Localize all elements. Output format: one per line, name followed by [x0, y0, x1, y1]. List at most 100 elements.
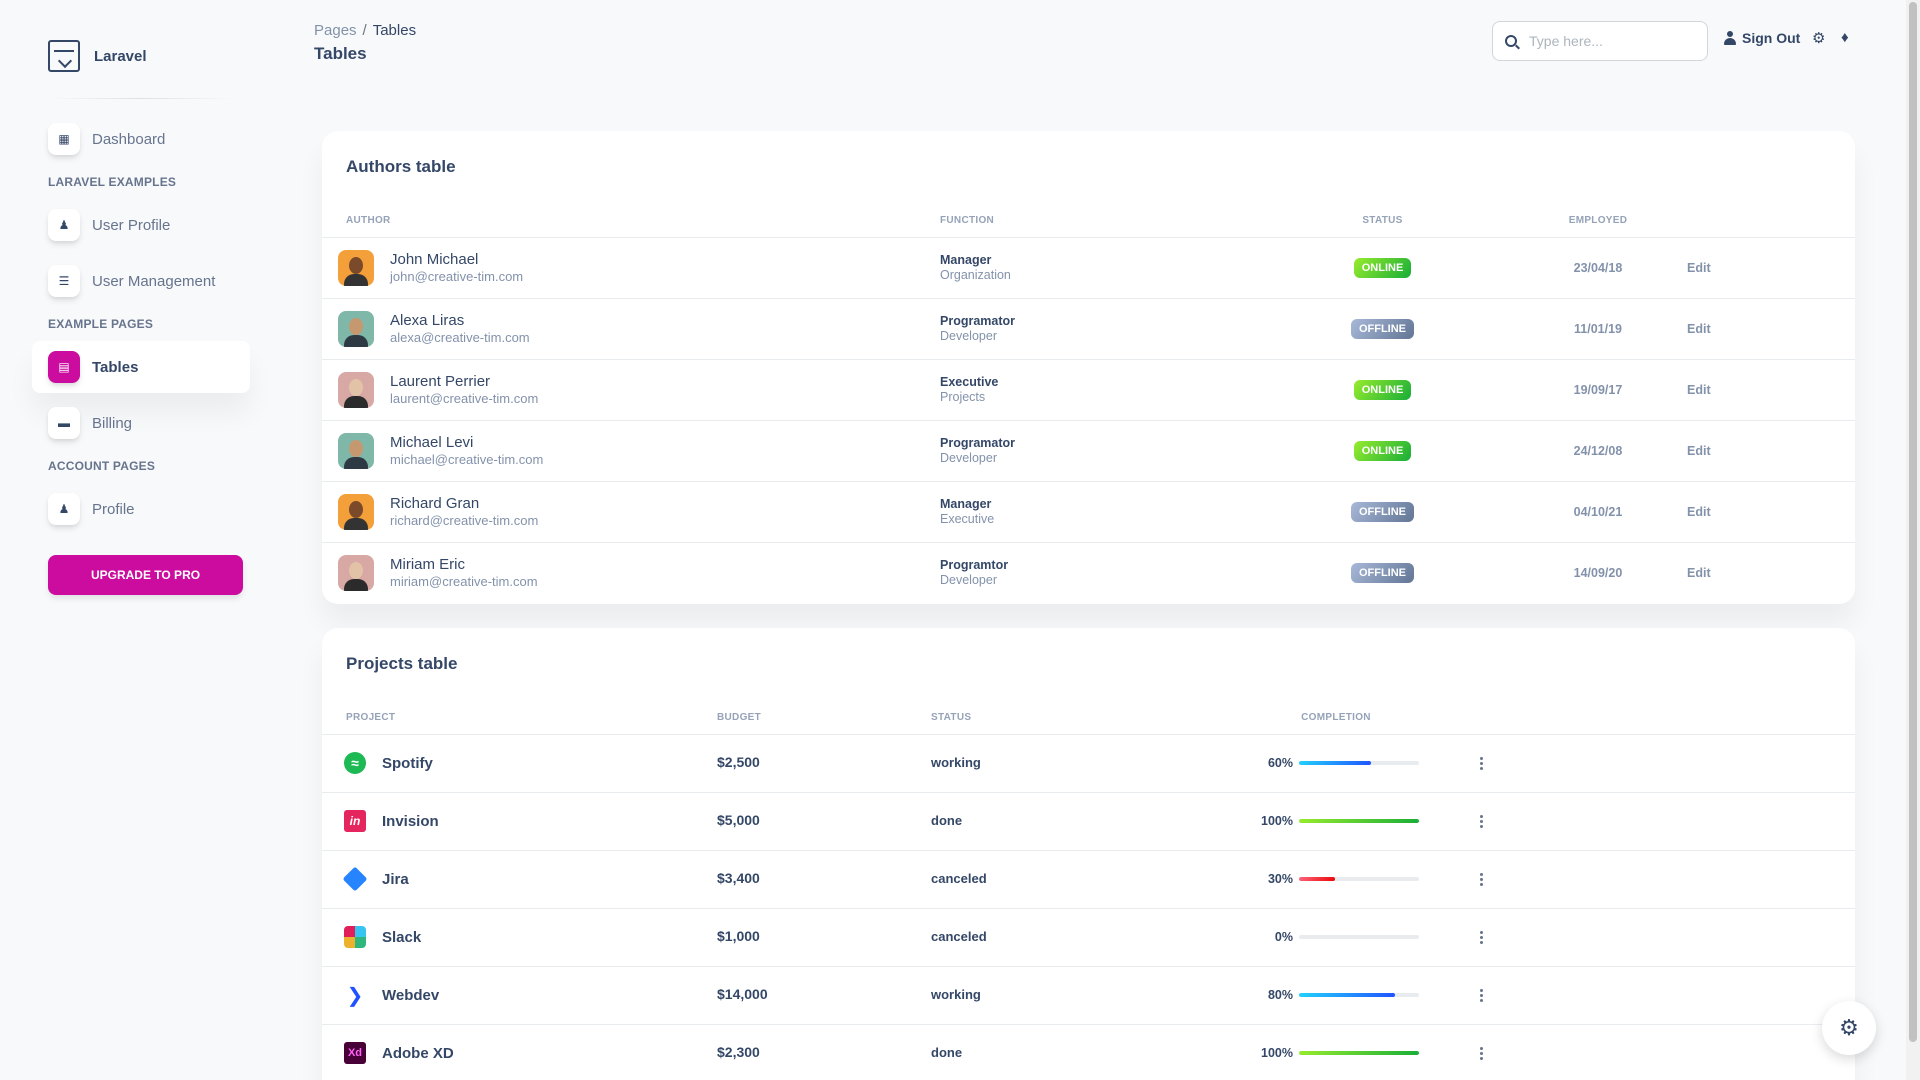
column-header: Author	[322, 205, 940, 238]
sidebar-item-tables[interactable]: ▤ Tables	[32, 341, 250, 393]
project-budget: $2,500	[717, 754, 760, 770]
brand[interactable]: Laravel	[32, 22, 250, 90]
author-email: richard@creative-tim.com	[390, 513, 539, 528]
project-budget: $5,000	[717, 812, 760, 828]
scrollbar[interactable]	[1906, 0, 1920, 1080]
table-row: in Invision $5,000 done 100%	[322, 792, 1855, 851]
project-budget: $1,000	[717, 928, 760, 944]
table-row: ≈ Spotify $2,500 working 60%	[322, 734, 1855, 793]
table-row: Richard Gran richard@creative-tim.com Man…	[322, 481, 1855, 543]
author-email: miriam@creative-tim.com	[390, 574, 538, 590]
author-role: Executive	[940, 375, 999, 389]
column-header: Employed	[1509, 205, 1687, 238]
bell-icon[interactable]: ♦	[1841, 29, 1849, 46]
settings-gear-icon[interactable]: ⚙	[1822, 1001, 1876, 1055]
search-box[interactable]	[1492, 21, 1708, 61]
section-heading: Example Pages	[48, 317, 154, 331]
author-role: Programator	[940, 314, 1016, 328]
projects-table-title: Projects table	[346, 654, 458, 673]
progress-bar	[1299, 1051, 1419, 1056]
sidebar-item-user-profile[interactable]: ♟ User Profile	[32, 199, 250, 251]
table-row: Michael Levi michael@creative-tim.com Pro…	[322, 420, 1855, 482]
author-role: Programtor	[940, 558, 1009, 573]
sidebar-item-billing[interactable]: ▬ Billing	[32, 397, 250, 449]
edit-link[interactable]: Edit	[1687, 504, 1711, 519]
sign-out-link[interactable]: Sign Out	[1724, 30, 1800, 46]
page-title: Tables	[314, 44, 367, 63]
author-role: Manager	[940, 497, 992, 511]
column-header: Status	[931, 702, 1193, 735]
table-row: ❯ Webdev $14,000 working 80%	[322, 966, 1855, 1025]
project-name: Adobe XD	[382, 1044, 454, 1062]
author-dept: Organization	[940, 268, 1011, 282]
author-email: john@creative-tim.com	[390, 269, 524, 284]
projects-table-card: Projects table Project Budget Status Com…	[322, 628, 1855, 1080]
employed-date: 11/01/19	[1574, 321, 1622, 336]
section-heading: Laravel Examples	[48, 175, 177, 189]
webdev-logo-icon: ❯	[346, 984, 364, 1007]
authors-table: Author Function Status Employed John Mic…	[322, 205, 1855, 603]
project-name: Webdev	[382, 986, 440, 1004]
user-icon: ♟	[48, 209, 80, 241]
user-icon	[1724, 31, 1736, 45]
completion-percent: 80%	[1267, 988, 1293, 1002]
breadcrumb-link-pages[interactable]: Pages	[314, 22, 357, 39]
progress-bar	[1299, 935, 1419, 939]
adobe-xd-logo-icon: Xd	[344, 1042, 366, 1065]
section-heading: Account Pages	[48, 459, 156, 473]
column-header-actions	[1687, 205, 1855, 238]
jira-logo-icon	[342, 866, 368, 892]
brand-name: Laravel	[94, 47, 147, 65]
author-name: Michael Levi	[390, 434, 474, 451]
progress-bar	[1299, 877, 1419, 881]
project-status: working	[931, 755, 981, 770]
progress-bar	[1299, 993, 1419, 997]
project-status: working	[931, 987, 981, 1002]
author-role: Programator	[940, 436, 1016, 450]
gear-icon[interactable]: ⚙	[1812, 30, 1826, 47]
avatar	[338, 432, 374, 469]
scrollbar-thumb[interactable]	[1909, 2, 1917, 1042]
more-options-icon[interactable]	[1479, 988, 1483, 1002]
status-badge: Online	[1353, 440, 1412, 461]
edit-link[interactable]: Edit	[1687, 321, 1711, 336]
more-options-icon[interactable]	[1479, 930, 1483, 944]
sidebar-item-label: User Management	[92, 272, 216, 290]
table-row: John Michael john@creative-tim.com Manage…	[322, 237, 1855, 299]
table-row: Miriam Eric miriam@creative-tim.com Progr…	[322, 542, 1855, 603]
employed-date: 19/09/17	[1573, 382, 1623, 397]
project-status: done	[931, 1045, 963, 1061]
credit-card-icon: ▬	[48, 407, 80, 439]
more-options-icon[interactable]	[1479, 756, 1483, 770]
avatar	[338, 554, 374, 591]
column-header: Status	[1256, 205, 1509, 238]
upgrade-to-pro-button[interactable]: Upgrade to Pro	[48, 555, 243, 595]
avatar	[338, 249, 374, 286]
author-dept: Projects	[940, 390, 986, 404]
sidebar-divider	[48, 98, 234, 99]
completion-percent: 100%	[1261, 1046, 1293, 1061]
author-dept: Developer	[940, 451, 997, 465]
project-name: Invision	[382, 812, 439, 830]
user-icon: ♟	[48, 493, 80, 525]
edit-link[interactable]: Edit	[1687, 443, 1711, 458]
search-input[interactable]	[1529, 33, 1689, 49]
author-dept: Developer	[940, 329, 997, 343]
sidebar-item-dashboard[interactable]: ▦ Dashboard	[32, 113, 250, 165]
sidebar-item-profile[interactable]: ♟ Profile	[32, 483, 250, 535]
sidebar-item-user-management[interactable]: ☰ User Management	[32, 255, 250, 307]
author-role: Manager	[940, 253, 992, 267]
more-options-icon[interactable]	[1479, 1046, 1483, 1060]
shop-icon: ▦	[48, 123, 80, 155]
more-options-icon[interactable]	[1479, 872, 1483, 886]
edit-link[interactable]: Edit	[1687, 260, 1711, 275]
sidebar: Laravel ▦ Dashboard Laravel Examples ♟ U…	[32, 22, 250, 595]
author-name: Alexa Liras	[390, 312, 465, 329]
status-badge: Offline	[1350, 562, 1415, 583]
more-options-icon[interactable]	[1479, 814, 1483, 828]
edit-link[interactable]: Edit	[1687, 382, 1711, 397]
author-name: Laurent Perrier	[390, 373, 491, 390]
completion-percent: 30%	[1267, 872, 1293, 886]
project-name: Slack	[382, 928, 422, 946]
edit-link[interactable]: Edit	[1687, 565, 1711, 580]
